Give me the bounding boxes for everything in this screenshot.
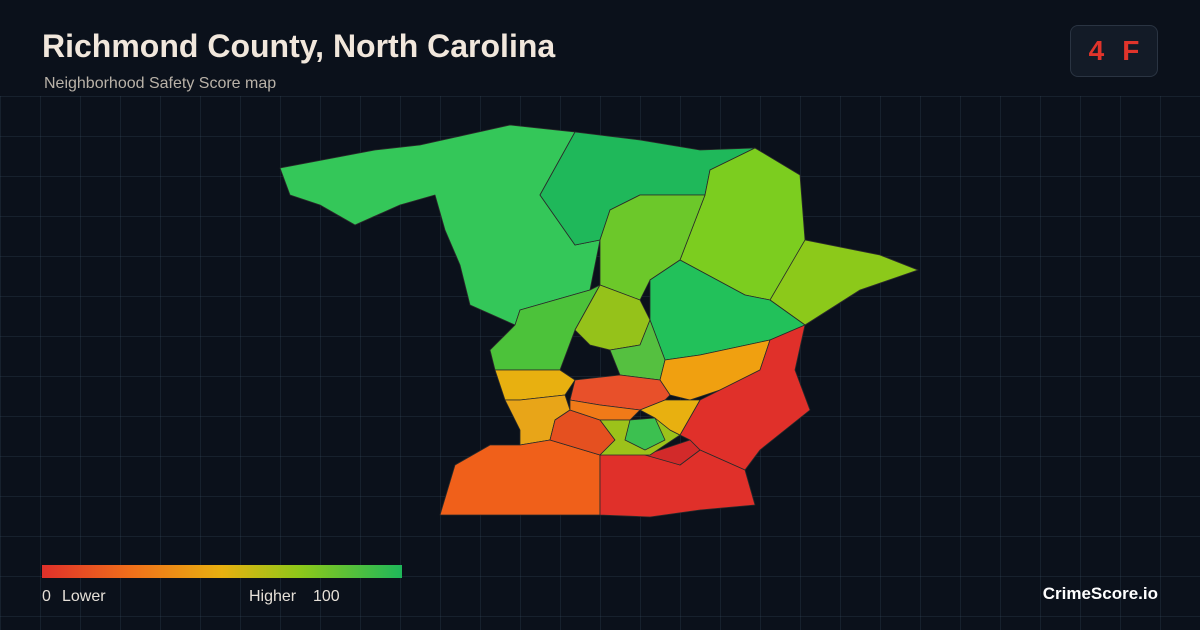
brand: CrimeScore.io xyxy=(1042,584,1158,603)
region xyxy=(279,124,601,326)
region xyxy=(644,439,701,466)
grade-letter: F xyxy=(1122,35,1140,66)
legend-gradient xyxy=(42,565,402,578)
grade-score: 4 xyxy=(1088,35,1105,66)
region xyxy=(639,399,701,436)
title: Richmond County, North Carolina xyxy=(42,28,556,64)
legend-max: 100 xyxy=(313,588,340,605)
subtitle: Neighborhood Safety Score map xyxy=(44,75,277,92)
region xyxy=(439,439,601,516)
legend-max-label: Higher xyxy=(249,588,297,605)
legend-min: 0 xyxy=(42,588,51,605)
region xyxy=(624,417,666,451)
grade-badge: 4 F xyxy=(1070,25,1158,77)
legend-min-label: Lower xyxy=(62,588,106,605)
